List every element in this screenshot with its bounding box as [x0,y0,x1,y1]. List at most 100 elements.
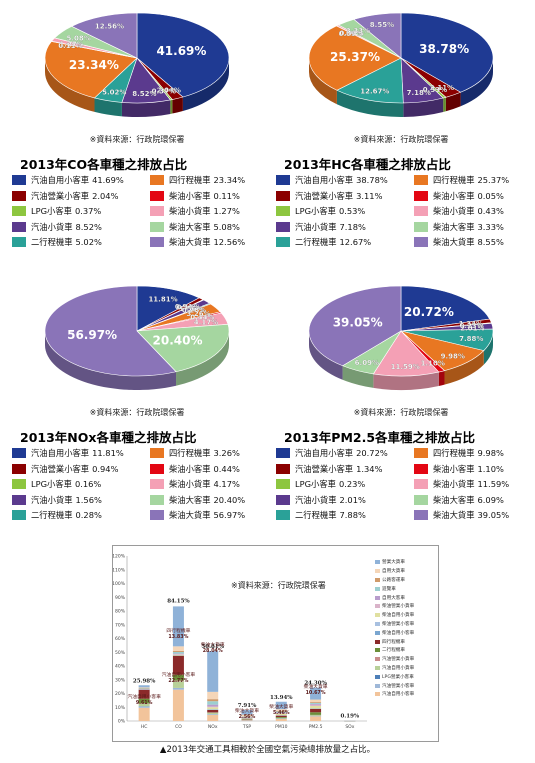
bar-caption: ▲2013年交通工具相較於全國空氣污染總排放量之占比。 [159,745,376,755]
x-tick-label: TSP [242,724,252,730]
co-pie-panel: 41.69% 2.04% 0.37% 8.52% 5.02% 23.34% 0.11% 1.2… [6,0,268,265]
legend-name: 四行程機車 [169,175,211,185]
y-tick-label: 70% [115,622,126,628]
legend-swatch [150,494,164,505]
bar-legend-item: 汽油自用小客車 [375,690,435,699]
legend-swatch [150,206,164,216]
legend-value: 12.56% [213,237,246,247]
legend-swatch [12,175,26,185]
legend-name: 四行程機車 [433,175,475,185]
legend-item: 汽油小貨車 7.18% [276,221,366,233]
bar-segment [172,655,184,675]
legend-name: LPG小客車 [295,479,336,489]
legend-swatch [276,221,290,232]
legend-item: 汽油小貨車 1.56% [12,494,102,506]
bar-total-label: 7.91% [238,703,257,709]
legend-item: 汽油自用小客車 38.78% [276,174,388,186]
legend-name: 汽油小貨車 [295,494,337,505]
legend-value: 1.27% [213,206,240,216]
legend-item: 汽油小貨車 8.52% [12,221,102,233]
nox-pie-chart: 11.81%0.94%0.16%1.56%0.28%3.26%0.44%4.17… [44,285,230,390]
pie-slice-label: 4.17% [194,318,218,326]
pie-side-walls [45,331,229,390]
legend-item: 汽油營業小客車 3.11% [276,190,382,202]
legend-swatch [150,510,164,520]
legend-item: 四行程機車 25.37% [414,174,509,186]
pie-slice-label: 11.59% [391,363,420,371]
pie-slice-label: 1.27% [59,41,83,49]
bar-annotation-name: 汽油自用小客車 [162,671,196,678]
bar-total-label: 24.30% [304,681,327,687]
y-tick-label: 50% [115,650,126,656]
y-tick-label: 120% [113,554,126,560]
x-tick-label: NOx [208,724,218,730]
co-pie-chart: 41.69% 2.04%0.37%8.52% 5.02% 23.34% 0.11%1.2… [44,12,230,117]
bar-segment [310,712,322,715]
bar-segment [138,703,150,707]
legend-name: 柴油小客車 [433,463,475,474]
pie-slice-label: 1.10% [421,359,445,367]
legend-item: 二行程機車 7.88% [276,509,366,521]
legend-item: LPG小客車 0.23% [276,478,365,490]
hc-source-note: ※資料來源：行政院環保署 [353,135,449,144]
legend-name: 柴油大貨車 [169,237,211,247]
bar-segment [138,706,150,708]
pie-side-segment [176,331,229,386]
legend-swatch [12,221,26,232]
bar-segment [207,714,219,715]
legend-swatch [12,206,26,216]
bar-legend-name: 二行程機車 [382,648,405,654]
bar-legend-swatch [375,683,380,688]
bar-segment [275,713,287,714]
pie-side-walls [309,331,493,390]
pie-side-segment [45,58,95,112]
legend-name: 柴油大貨車 [433,237,475,247]
pie-slice-label: 1.34% [459,320,483,328]
pie-slice-label: 0.11% [58,42,82,50]
pie-side-walls [45,58,229,117]
pie-slice-label: 0.05% [339,30,363,38]
bar-legend-name: 柴油自用小客車 [382,630,415,636]
bar-segment [138,707,150,721]
pie-side-segment [373,372,439,390]
bar-annotation-name: 柴油大貨車 [304,683,328,690]
legend-item: 柴油小貨車 11.59% [414,478,509,490]
pie-slice-label: 20.72% [404,305,454,319]
pie-slice-label: 8.52% [132,90,156,98]
pie-slice-label: 3.11% [430,84,454,92]
pie-slice-label: 7.18% [407,89,431,97]
legend-item: 四行程機車 23.34% [150,174,245,186]
bar-legend-item: 柴油營業小客車 [375,620,435,629]
bar-segment [207,707,219,710]
legend-item: 四行程機車 3.26% [150,447,240,459]
legend-value: 20.72% [356,448,388,458]
bar-annotation-value: 22.77% [168,678,188,684]
bar-segment [310,708,322,713]
legend-swatch [276,206,290,216]
bar-legend-swatch [375,665,380,670]
pie-side-segment [94,97,122,117]
bar-legend-name: 汽油自用小貨車 [382,665,415,671]
bar-segment [207,710,219,713]
legend-value: 0.94% [92,463,119,474]
legend-item: 柴油小貨車 1.27% [150,205,240,217]
pm25-source-note: ※資料來源：行政院環保署 [353,408,449,417]
pie-slice [71,12,138,59]
pm25-pie-panel: 20.72% 1.34% 0.23% 2.01% 7.88% 9.98% 1.10% 11.5… [270,273,532,538]
bar-segment [275,717,287,719]
legend-swatch [276,448,290,458]
legend-value: 5.08% [213,221,240,232]
bar-legend-item: 公路客運車 [375,576,435,585]
bar-segment [310,703,322,705]
bar-segment [310,699,322,703]
pie-side-segment [309,331,343,380]
legend-item: LPG小客車 0.16% [12,478,101,490]
bar-legend-item: 二行程機車 [375,646,435,655]
stacked-bar-panel: 0% 10% 20% 30% 40% 50% 60% 70% 80% 90% 100% 110% 120… [112,545,439,742]
legend-swatch [150,463,164,474]
pie-slice-label: 0.37% [152,88,176,96]
bar-segment [172,688,184,690]
bar-annotation-value: 2.56% [239,714,256,720]
bar-legend-name: 柴油營業小貨車 [382,604,415,610]
bar-segment [172,674,184,681]
